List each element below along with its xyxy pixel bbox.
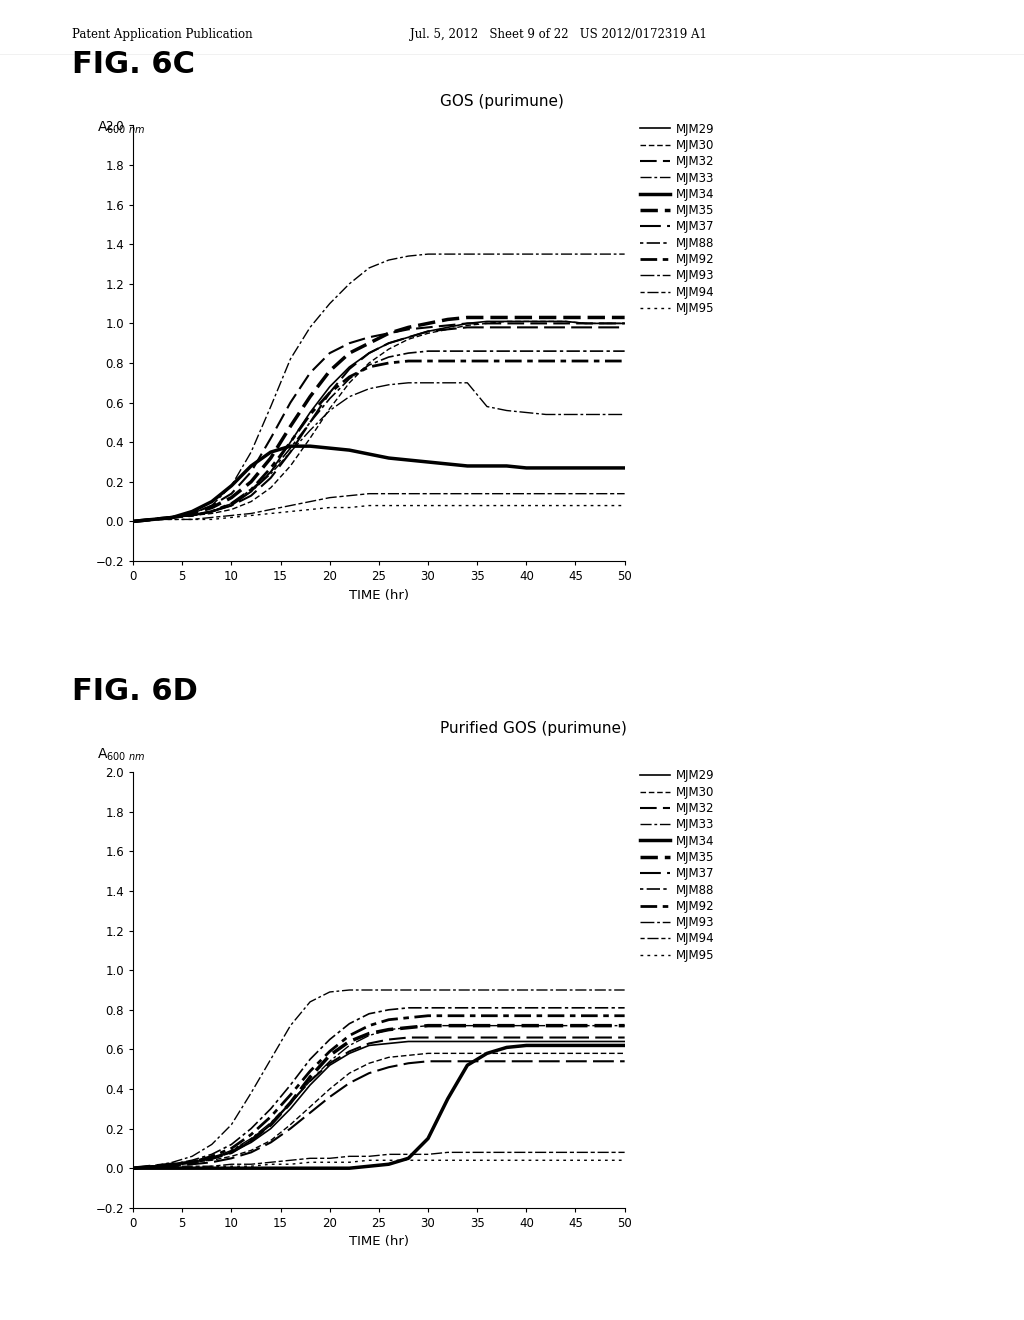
X-axis label: TIME (hr): TIME (hr) — [349, 589, 409, 602]
Text: GOS (purimune): GOS (purimune) — [440, 94, 564, 108]
Text: $\mathregular{A}_{600\ nm}$: $\mathregular{A}_{600\ nm}$ — [97, 747, 145, 763]
Text: Purified GOS (purimune): Purified GOS (purimune) — [440, 721, 627, 735]
X-axis label: TIME (hr): TIME (hr) — [349, 1236, 409, 1249]
Text: Jul. 5, 2012   Sheet 9 of 22   US 2012/0172319 A1: Jul. 5, 2012 Sheet 9 of 22 US 2012/01723… — [410, 28, 707, 41]
Legend: MJM29, MJM30, MJM32, MJM33, MJM34, MJM35, MJM37, MJM88, MJM92, MJM93, MJM94, MJM: MJM29, MJM30, MJM32, MJM33, MJM34, MJM35… — [640, 770, 715, 962]
Text: FIG. 6D: FIG. 6D — [72, 677, 198, 706]
Text: FIG. 6C: FIG. 6C — [72, 50, 195, 79]
Text: Patent Application Publication: Patent Application Publication — [72, 28, 252, 41]
Text: $\mathregular{A}_{600\ nm}$: $\mathregular{A}_{600\ nm}$ — [97, 120, 145, 136]
Legend: MJM29, MJM30, MJM32, MJM33, MJM34, MJM35, MJM37, MJM88, MJM92, MJM93, MJM94, MJM: MJM29, MJM30, MJM32, MJM33, MJM34, MJM35… — [640, 123, 715, 315]
